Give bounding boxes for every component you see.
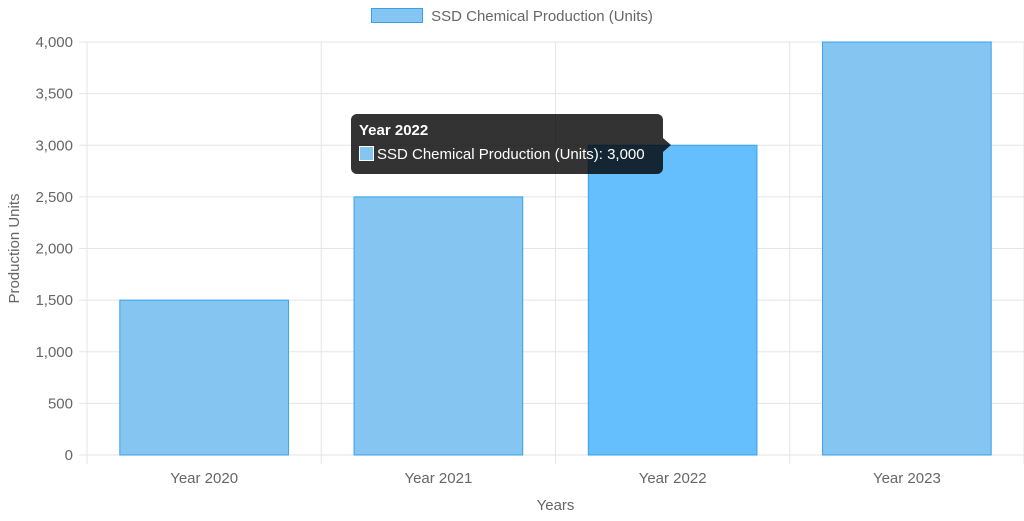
- bar: [119, 299, 289, 456]
- x-tick-label: Year 2020: [170, 470, 238, 487]
- legend-swatch: [371, 8, 424, 23]
- y-tick-label: 1,000: [35, 344, 73, 361]
- tooltip-swatch-fill: [360, 147, 373, 160]
- legend[interactable]: SSD Chemical Production (Units): [0, 8, 1024, 25]
- x-tick-label: Year 2022: [639, 470, 707, 487]
- tooltip-swatch: [359, 146, 374, 161]
- legend-label: SSD Chemical Production (Units): [431, 8, 653, 25]
- y-tick-label: 500: [48, 395, 73, 412]
- tooltip-label: SSD Chemical Production (Units): 3,000: [377, 146, 645, 163]
- x-tick-label: Year 2021: [404, 470, 472, 487]
- tooltip-title: Year 2022: [359, 122, 429, 139]
- y-axis-title: Production Units: [6, 193, 23, 303]
- tooltip: Year 2022 SSD Chemical Production (Units…: [351, 114, 671, 174]
- y-tick-label: 0: [65, 447, 73, 464]
- bar: [822, 41, 992, 456]
- x-axis-title: Years: [537, 497, 575, 514]
- y-tick-label: 3,000: [35, 137, 73, 154]
- y-tick-label: 3,500: [35, 86, 73, 103]
- tooltip-body: SSD Chemical Production (Units): 3,000: [359, 146, 655, 164]
- y-tick-label: 4,000: [35, 34, 73, 51]
- y-tick-label: 2,500: [35, 189, 73, 206]
- x-tick-label: Year 2023: [873, 470, 941, 487]
- y-tick-label: 2,000: [35, 241, 73, 258]
- bar: [587, 144, 758, 456]
- bar: [353, 196, 524, 456]
- y-tick-label: 1,500: [35, 292, 73, 309]
